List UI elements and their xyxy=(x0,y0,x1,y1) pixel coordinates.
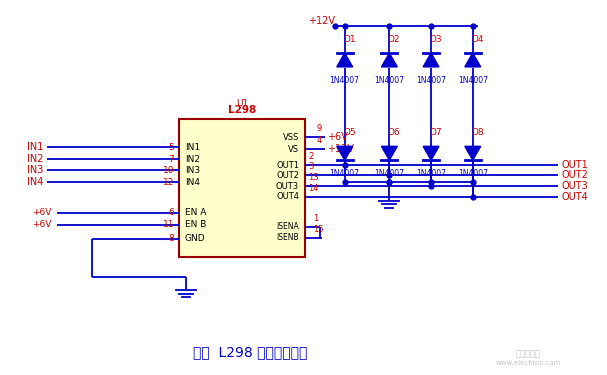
Text: 1N4007: 1N4007 xyxy=(330,169,360,178)
Text: D8: D8 xyxy=(471,128,483,137)
Polygon shape xyxy=(465,146,481,160)
Text: L298: L298 xyxy=(228,105,256,114)
Text: 电子发烧友: 电子发烧友 xyxy=(516,349,541,358)
Text: VSS: VSS xyxy=(283,133,299,142)
Text: 1N4007: 1N4007 xyxy=(330,76,360,85)
Text: 13: 13 xyxy=(308,173,319,182)
Bar xyxy=(179,118,305,258)
Text: OUT1: OUT1 xyxy=(561,160,588,170)
Polygon shape xyxy=(465,53,481,67)
Polygon shape xyxy=(423,53,439,67)
Text: OUT3: OUT3 xyxy=(276,182,299,190)
Text: D7: D7 xyxy=(429,128,442,137)
Text: 11: 11 xyxy=(163,220,174,229)
Polygon shape xyxy=(381,53,398,67)
Text: OUT2: OUT2 xyxy=(561,170,588,180)
Text: +6V: +6V xyxy=(33,208,52,217)
Text: ISENA: ISENA xyxy=(276,222,299,231)
Text: 1N4007: 1N4007 xyxy=(458,76,488,85)
Text: D4: D4 xyxy=(471,35,483,44)
Polygon shape xyxy=(337,146,353,160)
Text: +6V: +6V xyxy=(327,132,348,142)
Text: 5: 5 xyxy=(168,143,174,152)
Text: GND: GND xyxy=(185,234,206,243)
Text: OUT1: OUT1 xyxy=(276,160,299,170)
Text: OUT4: OUT4 xyxy=(276,192,299,201)
Text: 14: 14 xyxy=(308,184,319,193)
Text: EN A: EN A xyxy=(185,208,206,217)
Text: D5: D5 xyxy=(343,128,355,137)
Text: 12: 12 xyxy=(163,177,174,186)
Text: 1N4007: 1N4007 xyxy=(375,76,404,85)
Text: +12V: +12V xyxy=(327,144,354,154)
Text: 10: 10 xyxy=(163,166,174,175)
Text: 图七  L298 电机驱动电路: 图七 L298 电机驱动电路 xyxy=(193,345,308,359)
Text: D6: D6 xyxy=(387,128,400,137)
Text: OUT2: OUT2 xyxy=(276,171,299,180)
Text: 1N4007: 1N4007 xyxy=(458,169,488,178)
Text: 6: 6 xyxy=(168,208,174,217)
Text: 15: 15 xyxy=(313,225,324,234)
Text: ISENB: ISENB xyxy=(276,233,299,242)
Text: D1: D1 xyxy=(343,35,355,44)
Text: +6V: +6V xyxy=(33,220,52,229)
Text: 8: 8 xyxy=(168,234,174,243)
Text: IN1: IN1 xyxy=(185,143,200,152)
Text: 1: 1 xyxy=(313,214,318,223)
Text: 3: 3 xyxy=(308,162,313,171)
Text: D3: D3 xyxy=(429,35,442,44)
Text: OUT4: OUT4 xyxy=(561,192,588,202)
Polygon shape xyxy=(337,53,353,67)
Text: IN3: IN3 xyxy=(27,165,44,175)
Text: OUT3: OUT3 xyxy=(561,181,588,191)
Text: EN B: EN B xyxy=(185,220,206,229)
Text: D2: D2 xyxy=(387,35,400,44)
Polygon shape xyxy=(381,146,398,160)
Text: 1N4007: 1N4007 xyxy=(375,169,404,178)
Polygon shape xyxy=(423,146,439,160)
Text: U1: U1 xyxy=(236,99,248,108)
Text: IN2: IN2 xyxy=(27,154,44,164)
Text: 9: 9 xyxy=(317,124,322,134)
Text: 7: 7 xyxy=(168,155,174,164)
Text: www.elecfans.com: www.elecfans.com xyxy=(496,360,561,366)
Text: IN1: IN1 xyxy=(27,142,44,152)
Text: 1N4007: 1N4007 xyxy=(416,169,446,178)
Text: VS: VS xyxy=(288,145,299,154)
Text: IN4: IN4 xyxy=(185,177,200,186)
Text: IN3: IN3 xyxy=(185,166,200,175)
Text: 1N4007: 1N4007 xyxy=(416,76,446,85)
Text: 4: 4 xyxy=(317,136,322,146)
Text: IN4: IN4 xyxy=(27,177,44,187)
Text: +12V: +12V xyxy=(308,16,335,26)
Text: 2: 2 xyxy=(308,152,313,161)
Text: IN2: IN2 xyxy=(185,155,200,164)
